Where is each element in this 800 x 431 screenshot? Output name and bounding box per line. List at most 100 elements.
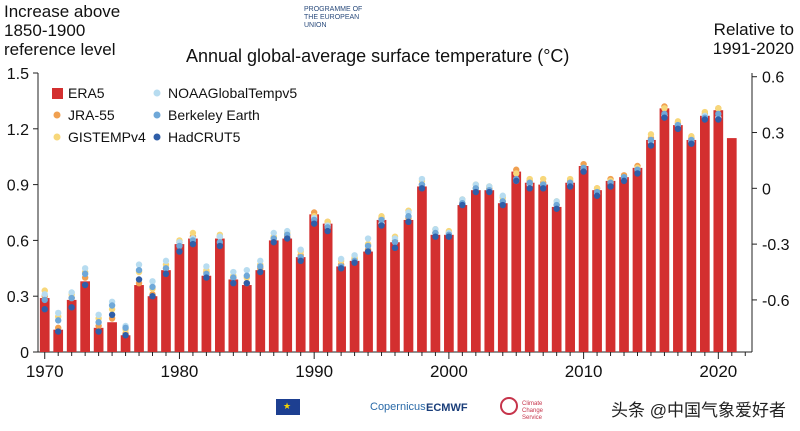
dot-hadcrut5 — [162, 270, 170, 278]
bar-era5 — [174, 244, 185, 352]
dot-berkeley-earth — [176, 242, 183, 250]
dot-hadcrut5 — [432, 233, 439, 240]
bar-era5 — [134, 285, 144, 352]
bar-era5 — [524, 182, 535, 352]
dot-berkeley-earth — [122, 324, 129, 332]
dot-berkeley-earth — [95, 319, 102, 326]
dot-noaaglobaltempv5 — [216, 233, 224, 240]
dot-noaaglobaltempv5 — [68, 289, 75, 296]
bar-era5 — [255, 270, 266, 352]
bar-era5 — [295, 257, 306, 352]
copernicus-logo: Copernicus — [370, 401, 426, 413]
y-tick-label: 0.9 — [7, 178, 29, 195]
x-tick-label: 1970 — [26, 362, 64, 381]
x-tick-label: 2020 — [699, 362, 737, 381]
bar-era5 — [605, 180, 616, 352]
legend-swatch — [53, 133, 61, 141]
legend-swatch — [153, 89, 161, 97]
dot-berkeley-earth — [41, 296, 48, 304]
bar-era5 — [147, 296, 158, 352]
legend-label: Berkeley Earth — [168, 107, 260, 123]
bar-era5 — [430, 234, 441, 352]
bar-era5 — [578, 166, 589, 352]
dot-hadcrut5 — [257, 268, 264, 276]
dot-hadcrut5 — [81, 281, 89, 289]
dot-hadcrut5 — [324, 227, 331, 235]
bar-era5 — [551, 206, 562, 352]
y2-tick-label: 0 — [762, 181, 771, 198]
bar-era5 — [53, 329, 64, 352]
dot-hadcrut5 — [364, 248, 372, 255]
dot-hadcrut5 — [634, 170, 641, 177]
legend-label: ERA5 — [68, 85, 105, 101]
legend-swatch — [153, 111, 161, 119]
bar-era5 — [538, 184, 549, 352]
bar-era5 — [215, 238, 225, 352]
dot-hadcrut5 — [553, 205, 560, 212]
dot-gistempv4 — [513, 170, 520, 177]
dot-hadcrut5 — [351, 259, 358, 266]
bar-era5 — [107, 322, 117, 352]
y-tick-label: 0 — [20, 345, 29, 362]
bar-era5 — [336, 266, 346, 352]
x-tick-label: 1980 — [161, 362, 199, 381]
dot-hadcrut5 — [41, 306, 48, 313]
dot-hadcrut5 — [593, 192, 601, 199]
dot-hadcrut5 — [378, 222, 385, 229]
dot-hadcrut5 — [539, 185, 547, 192]
watermark: 头条 @中国气象爱好者 — [611, 401, 786, 420]
dot-hadcrut5 — [513, 177, 520, 185]
dot-hadcrut5 — [149, 293, 156, 300]
bar-era5 — [713, 110, 724, 352]
bar-era5 — [484, 190, 495, 352]
dot-berkeley-earth — [81, 270, 89, 278]
y2-tick-label: -0.3 — [762, 237, 790, 254]
dot-hadcrut5 — [472, 188, 480, 196]
bar-era5 — [120, 335, 131, 352]
dot-hadcrut5 — [270, 239, 277, 246]
dot-noaaglobaltempv5 — [230, 268, 237, 276]
dot-gistempv4 — [661, 105, 668, 112]
dot-hadcrut5 — [418, 185, 426, 192]
dot-hadcrut5 — [526, 185, 533, 192]
c3s-logo-icon — [500, 397, 518, 415]
bar-era5 — [497, 203, 508, 352]
dot-berkeley-earth — [391, 239, 399, 246]
dot-berkeley-earth — [715, 110, 722, 118]
bar-era5 — [66, 299, 77, 352]
right-axis-caption: Relative to 1991-2020 — [712, 20, 794, 58]
bar-era5 — [470, 190, 481, 352]
ecmwf-logo: ECMWF — [426, 402, 468, 414]
bar-era5 — [444, 234, 454, 352]
dot-berkeley-earth — [55, 317, 62, 324]
dot-berkeley-earth — [243, 272, 251, 279]
dot-hadcrut5 — [647, 142, 655, 149]
legend-label: NOAAGlobalTempv5 — [168, 85, 297, 101]
dot-hadcrut5 — [607, 183, 614, 190]
dot-berkeley-earth — [257, 263, 264, 270]
bar-era5 — [511, 171, 522, 352]
dot-hadcrut5 — [620, 177, 628, 185]
dot-hadcrut5 — [203, 274, 210, 281]
dot-hadcrut5 — [297, 257, 304, 265]
dot-hadcrut5 — [337, 265, 345, 272]
legend-swatch — [153, 133, 161, 141]
dot-noaaglobaltempv5 — [499, 192, 506, 199]
bar-era5 — [592, 190, 602, 352]
dot-noaaglobaltempv5 — [55, 309, 62, 317]
dot-hadcrut5 — [95, 328, 102, 335]
y2-tick-label: -0.6 — [762, 293, 790, 310]
dot-noaaglobaltempv5 — [95, 311, 102, 318]
legend-swatch — [53, 111, 61, 119]
dot-berkeley-earth — [378, 216, 385, 224]
dot-noaaglobaltempv5 — [297, 246, 304, 253]
bar-era5 — [619, 177, 629, 352]
y-tick-label: 0.6 — [7, 233, 29, 250]
dot-noaaglobaltempv5 — [337, 255, 345, 263]
dot-berkeley-earth — [108, 302, 116, 309]
dot-noaaglobaltempv5 — [364, 235, 372, 242]
bar-era5 — [646, 139, 656, 352]
dot-hadcrut5 — [661, 114, 668, 121]
bar-era5 — [699, 115, 710, 352]
